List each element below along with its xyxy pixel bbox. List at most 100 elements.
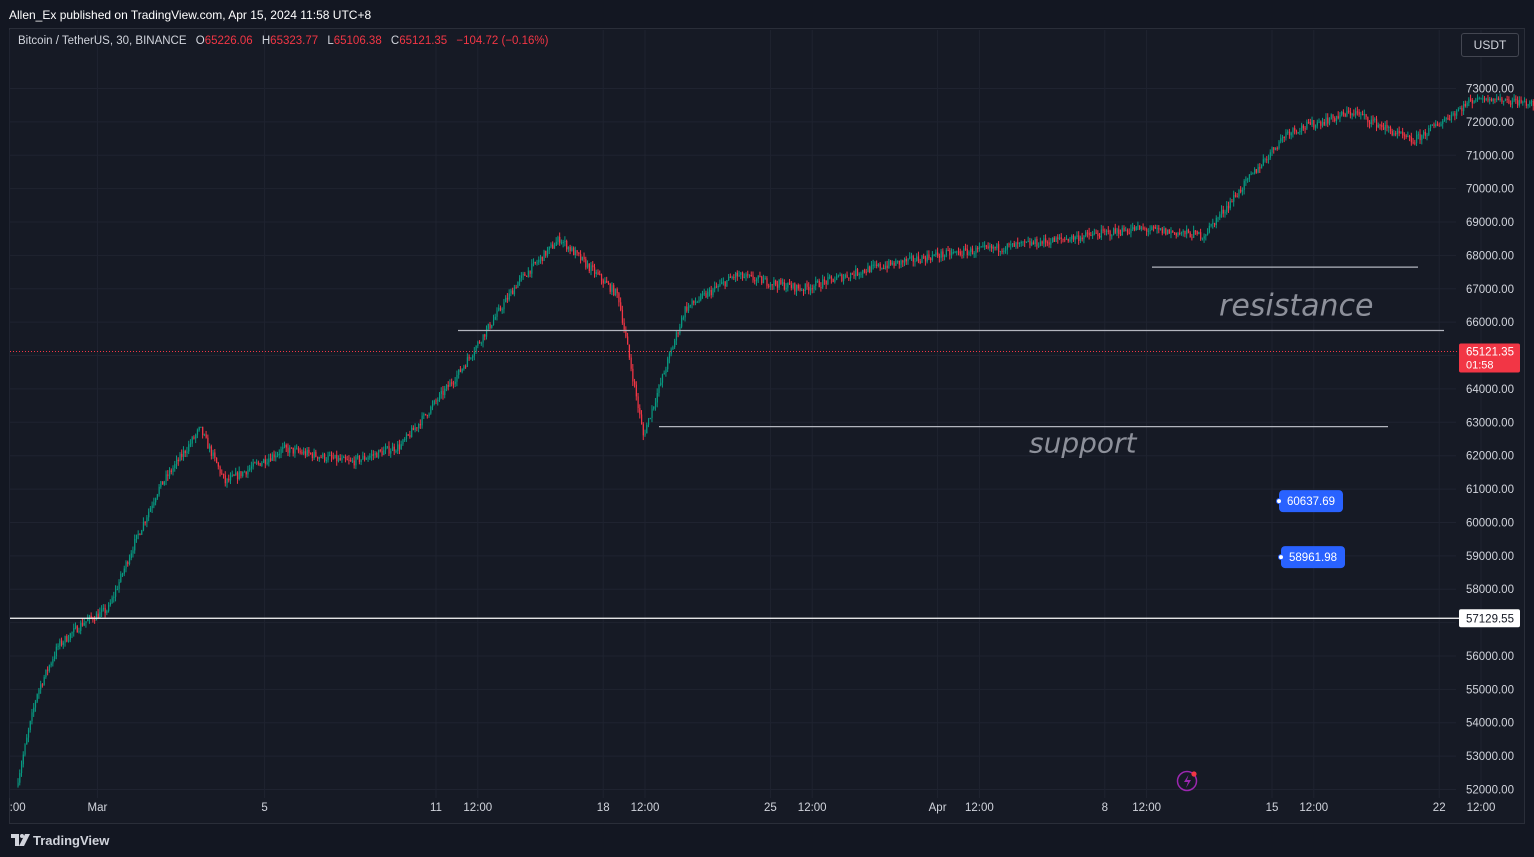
candle-body-301: [541, 256, 543, 262]
candle-body-840: [1480, 98, 1482, 100]
candle-body-725: [1280, 138, 1282, 142]
candle-body-33: [74, 626, 77, 629]
candle-body-266: [480, 342, 482, 344]
candle-body-515: [914, 261, 916, 263]
candle-body-722: [1274, 147, 1277, 150]
candle-body-1: [19, 773, 21, 783]
candle-body-645: [1140, 227, 1143, 230]
candle-body-303: [545, 250, 547, 256]
candle-body-251: [454, 381, 456, 384]
candle-body-446: [794, 283, 796, 292]
candle-body-441: [785, 287, 787, 290]
candle-body-452: [804, 283, 806, 291]
candle-body-585: [1036, 239, 1038, 247]
candle-body-745: [1315, 125, 1317, 128]
candle-body-506: [898, 260, 900, 265]
candle-body-718: [1268, 157, 1270, 160]
candle-body-155: [287, 447, 289, 453]
candle-body-71: [141, 530, 143, 535]
candle-body-309: [555, 241, 557, 246]
candle-body-260: [470, 357, 472, 359]
candle-body-111: [210, 446, 213, 456]
candle-body-660: [1167, 229, 1169, 235]
candle-body-241: [437, 400, 439, 402]
candle-body-516: [916, 256, 918, 262]
candle-body-223: [405, 434, 408, 440]
candle-body-683: [1207, 232, 1209, 235]
candle-body-332: [595, 272, 597, 274]
candle-body-225: [409, 435, 411, 438]
candle-body-203: [371, 454, 373, 456]
candle-body-748: [1320, 121, 1322, 126]
candle-body-369: [660, 382, 662, 386]
candle-body-753: [1328, 119, 1331, 124]
candle-body-699: [1234, 195, 1237, 197]
candle-body-65: [130, 553, 132, 559]
candle-body-9: [33, 707, 35, 713]
candle-body-623: [1102, 229, 1104, 231]
candle-body-79: [155, 498, 157, 503]
candle-body-837: [1475, 99, 1477, 101]
candle-body-652: [1153, 226, 1155, 228]
candle-body-40: [87, 618, 89, 622]
candle-body-383: [684, 306, 686, 318]
candle-body-767: [1353, 113, 1355, 115]
candle-body-709: [1252, 173, 1254, 175]
candle-body-632: [1118, 229, 1120, 235]
candle-body-833: [1468, 99, 1470, 104]
candle-body-618: [1093, 232, 1096, 234]
candle-body-662: [1170, 231, 1172, 234]
candle-body-757: [1335, 116, 1338, 122]
candle-body-320: [574, 250, 577, 256]
candle-body-762: [1344, 113, 1346, 117]
candle-body-527: [935, 252, 937, 255]
candle-body-656: [1160, 228, 1162, 230]
candle-body-112: [212, 452, 214, 456]
candle-body-68: [135, 534, 138, 540]
candle-body-809: [1426, 134, 1428, 136]
candle-body-531: [942, 251, 944, 257]
candle-body-870: [1532, 101, 1534, 106]
candle-body-333: [597, 272, 599, 275]
candle-body-499: [886, 265, 888, 268]
candle-body-744: [1313, 120, 1315, 128]
candle-body-642: [1135, 226, 1137, 231]
candle-body-520: [923, 256, 925, 258]
candle-body-602: [1065, 238, 1068, 240]
candle-body-775: [1367, 117, 1369, 123]
candle-body-580: [1027, 241, 1029, 243]
candle-body-278: [501, 309, 503, 311]
candle-body-513: [910, 256, 913, 258]
candle-body-74: [146, 517, 148, 523]
candle-body-262: [473, 351, 476, 356]
candle-body-381: [681, 317, 683, 327]
candle-body-838: [1477, 98, 1479, 100]
candle-body-348: [623, 322, 625, 330]
candle-body-319: [573, 247, 575, 256]
candle-body-17: [47, 669, 49, 671]
candle-body-550: [975, 247, 977, 254]
candle-body-654: [1156, 228, 1158, 230]
candle-body-46: [97, 613, 99, 619]
candle-body-16: [45, 669, 47, 678]
candle-body-501: [890, 260, 892, 265]
candle-body-855: [1506, 99, 1508, 101]
candle-body-120: [226, 478, 228, 484]
candle-body-624: [1104, 230, 1106, 232]
candle-body-351: [628, 344, 631, 358]
candle-body-629: [1113, 228, 1115, 236]
candle-body-315: [566, 240, 568, 250]
candle-body-325: [583, 256, 585, 260]
candle-body-859: [1513, 98, 1515, 101]
candle-body-10: [34, 701, 37, 708]
candle-body-525: [931, 254, 934, 261]
candle-body-477: [848, 277, 850, 279]
candle-body-430: [766, 278, 768, 286]
candle-body-327: [587, 263, 589, 268]
candle-body-570: [1010, 244, 1012, 246]
candle-body-67: [134, 539, 136, 551]
candle-body-697: [1231, 201, 1233, 203]
candle-body-169: [311, 453, 314, 459]
candle-body-619: [1095, 232, 1097, 234]
